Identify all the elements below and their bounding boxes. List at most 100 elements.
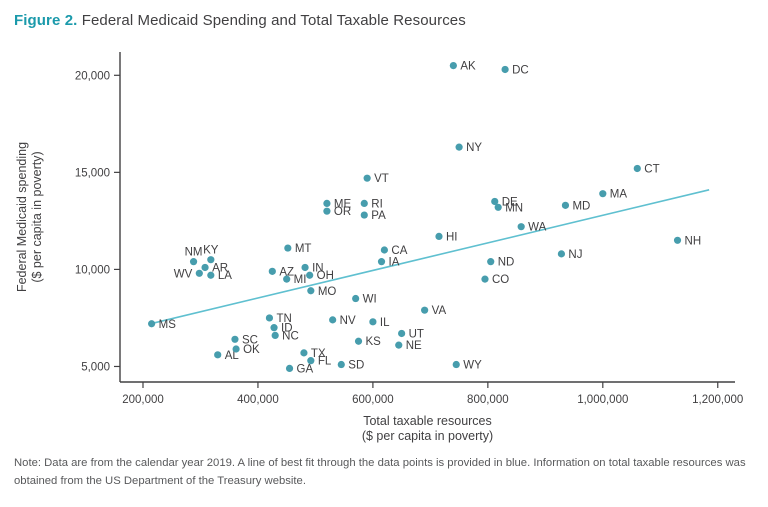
x-tick-label: 400,000 xyxy=(237,394,279,406)
y-tick-label: 10,000 xyxy=(75,264,110,276)
figure-title-text: Federal Medicaid Spending and Total Taxa… xyxy=(77,12,466,29)
data-point-label-UT: UT xyxy=(409,328,424,340)
data-point-label-ND: ND xyxy=(498,257,515,269)
data-point-KY xyxy=(207,256,215,264)
data-point-label-NH: NH xyxy=(685,235,702,247)
data-point-WY xyxy=(452,360,460,369)
y-tick-label: 20,000 xyxy=(75,70,110,82)
data-point-GA xyxy=(285,364,294,373)
data-point-label-IL: IL xyxy=(380,317,390,329)
data-point-label-CA: CA xyxy=(391,245,407,257)
data-point-KS xyxy=(354,337,363,345)
y-axis-title-line2: ($ per capita in poverty) xyxy=(30,151,44,282)
data-point-MN xyxy=(494,203,502,211)
data-point-label-NJ: NJ xyxy=(568,249,582,261)
data-point-label-VT: VT xyxy=(374,173,389,185)
data-point-label-NV: NV xyxy=(340,315,356,327)
data-point-TX xyxy=(300,349,308,357)
data-point-label-AK: AK xyxy=(460,61,476,73)
data-point-UT xyxy=(398,329,406,338)
data-point-VA xyxy=(421,306,429,314)
data-point-label-OH: OH xyxy=(317,270,334,282)
data-point-label-NY: NY xyxy=(466,142,482,154)
data-point-label-DC: DC xyxy=(512,64,529,76)
data-point-SD xyxy=(337,360,345,369)
figure-note: Note: Data are from the calendar year 20… xyxy=(14,457,746,487)
data-point-TN xyxy=(265,314,274,322)
data-point-label-MO: MO xyxy=(318,286,337,298)
data-point-CT xyxy=(633,164,641,173)
figure-number: Figure 2. xyxy=(14,12,78,29)
y-axis-title-line1: Federal Medicaid spending xyxy=(15,142,29,292)
data-point-label-OR: OR xyxy=(334,206,351,218)
data-point-label-KS: KS xyxy=(366,336,382,348)
data-point-AR xyxy=(201,263,209,272)
data-point-MD xyxy=(561,201,570,209)
data-point-label-AR: AR xyxy=(212,262,228,274)
data-point-SC xyxy=(231,335,239,343)
data-point-label-NC: NC xyxy=(282,330,299,342)
data-point-label-FL: FL xyxy=(318,356,332,368)
x-axis-title-line1: Total taxable resources xyxy=(363,414,492,428)
data-point-NC xyxy=(271,331,279,340)
data-point-IN xyxy=(301,263,309,272)
data-point-label-SC: SC xyxy=(242,334,258,346)
data-point-MO xyxy=(307,287,315,295)
data-point-WA xyxy=(517,223,525,231)
data-point-label-NE: NE xyxy=(406,340,422,352)
data-point-LA xyxy=(207,271,215,279)
data-point-label-OK: OK xyxy=(243,344,260,356)
data-point-label-MN: MN xyxy=(505,202,523,214)
data-point-NM xyxy=(189,258,198,266)
data-point-label-SD: SD xyxy=(348,360,364,372)
data-point-DE xyxy=(491,197,499,206)
data-point-OK xyxy=(232,345,240,353)
data-point-MS xyxy=(148,320,156,328)
data-point-ID xyxy=(270,324,278,332)
data-point-label-MI: MI xyxy=(294,274,307,286)
data-point-label-KY: KY xyxy=(203,245,219,257)
data-point-label-AZ: AZ xyxy=(279,266,294,278)
data-point-OH xyxy=(306,271,314,279)
x-tick-label: 600,000 xyxy=(352,394,394,406)
data-point-NH xyxy=(673,236,682,244)
data-point-label-RI: RI xyxy=(371,198,383,210)
data-point-WI xyxy=(352,294,360,303)
data-point-NE xyxy=(395,341,403,349)
data-point-label-IA: IA xyxy=(389,257,400,269)
data-point-CA xyxy=(380,246,388,254)
data-point-label-CO: CO xyxy=(492,274,509,286)
data-point-label-VA: VA xyxy=(432,305,447,317)
data-point-DC xyxy=(501,65,509,74)
data-point-NV xyxy=(329,316,337,324)
data-point-label-NM: NM xyxy=(185,247,203,259)
data-point-label-WI: WI xyxy=(363,294,377,306)
data-point-label-WY: WY xyxy=(463,360,482,372)
data-point-RI xyxy=(360,199,368,208)
data-point-ME xyxy=(323,199,331,208)
data-point-label-TX: TX xyxy=(311,348,326,360)
data-point-PA xyxy=(360,211,368,219)
data-point-label-MT: MT xyxy=(295,243,312,255)
data-point-MT xyxy=(284,244,292,252)
data-point-OR xyxy=(323,207,331,215)
data-point-label-LA: LA xyxy=(218,270,232,282)
data-point-label-WA: WA xyxy=(528,222,546,234)
x-tick-label: 200,000 xyxy=(122,394,164,406)
x-axis-title-line2: ($ per capita in poverty) xyxy=(362,429,493,443)
data-point-VT xyxy=(363,174,371,182)
trend-line xyxy=(154,189,710,324)
data-point-WV xyxy=(195,269,203,277)
x-tick-label: 800,000 xyxy=(467,394,509,406)
data-point-label-AL: AL xyxy=(225,350,240,362)
y-tick-label: 15,000 xyxy=(75,167,110,179)
data-point-label-TN: TN xyxy=(276,313,291,325)
data-point-ND xyxy=(487,258,495,266)
data-point-IA xyxy=(377,258,386,266)
data-point-label-ME: ME xyxy=(334,198,352,210)
data-point-label-MS: MS xyxy=(159,319,177,331)
data-point-NY xyxy=(455,143,463,151)
y-tick-label: 5,000 xyxy=(81,361,110,373)
data-point-IL xyxy=(369,318,377,326)
data-point-label-DE: DE xyxy=(502,196,518,208)
